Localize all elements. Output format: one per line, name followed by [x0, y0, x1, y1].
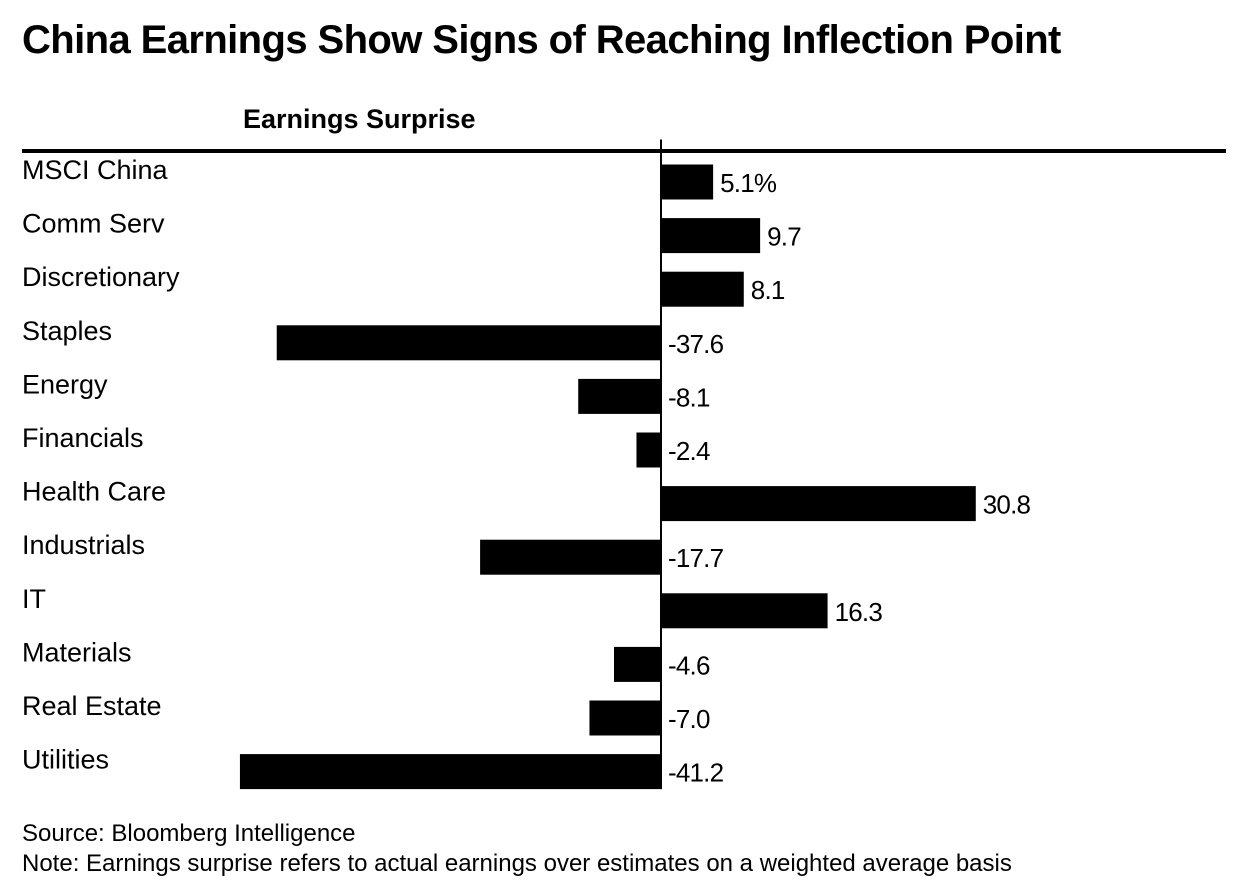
bar: [636, 432, 661, 468]
value-label: -8.1: [668, 382, 710, 412]
value-label: 30.8: [983, 490, 1031, 520]
footnote: Note: Earnings surprise refers to actual…: [22, 850, 1012, 877]
category-label: Health Care: [22, 477, 166, 507]
bar: [661, 271, 744, 307]
value-label: 5.1%: [720, 168, 777, 198]
bar: [613, 646, 661, 682]
value-label: 9.7: [767, 222, 801, 252]
value-label: 8.1: [751, 275, 785, 305]
category-label: MSCI China: [22, 155, 169, 185]
category-label: IT: [22, 584, 46, 614]
source-note: Source: Bloomberg Intelligence: [22, 820, 356, 847]
value-label: 16.3: [835, 597, 883, 627]
value-label: -2.4: [668, 436, 710, 466]
value-label: -17.7: [668, 543, 724, 573]
category-label: Utilities: [22, 745, 109, 775]
bar: [661, 486, 976, 522]
category-label: Financials: [22, 423, 144, 453]
bar: [578, 378, 661, 414]
category-label: Comm Serv: [22, 209, 165, 239]
chart-title: China Earnings Show Signs of Reaching In…: [22, 18, 1061, 62]
bar: [276, 325, 661, 361]
category-label: Energy: [22, 369, 108, 399]
category-label: Materials: [22, 637, 132, 667]
category-label: Discretionary: [22, 262, 180, 292]
value-label: -41.2: [668, 758, 724, 788]
bar: [589, 700, 661, 736]
value-label: -4.6: [668, 650, 710, 680]
bar: [661, 593, 828, 629]
bar: [661, 164, 714, 200]
column-header: Earnings Surprise: [243, 104, 476, 134]
bar: [239, 754, 661, 790]
category-label: Industrials: [22, 530, 145, 560]
category-label: Real Estate: [22, 691, 162, 721]
bar: [480, 539, 661, 575]
bar: [661, 218, 761, 254]
category-label: Staples: [22, 316, 112, 346]
header-rule: [22, 149, 1226, 153]
value-label: -37.6: [668, 329, 724, 359]
value-label: -7.0: [668, 704, 710, 734]
